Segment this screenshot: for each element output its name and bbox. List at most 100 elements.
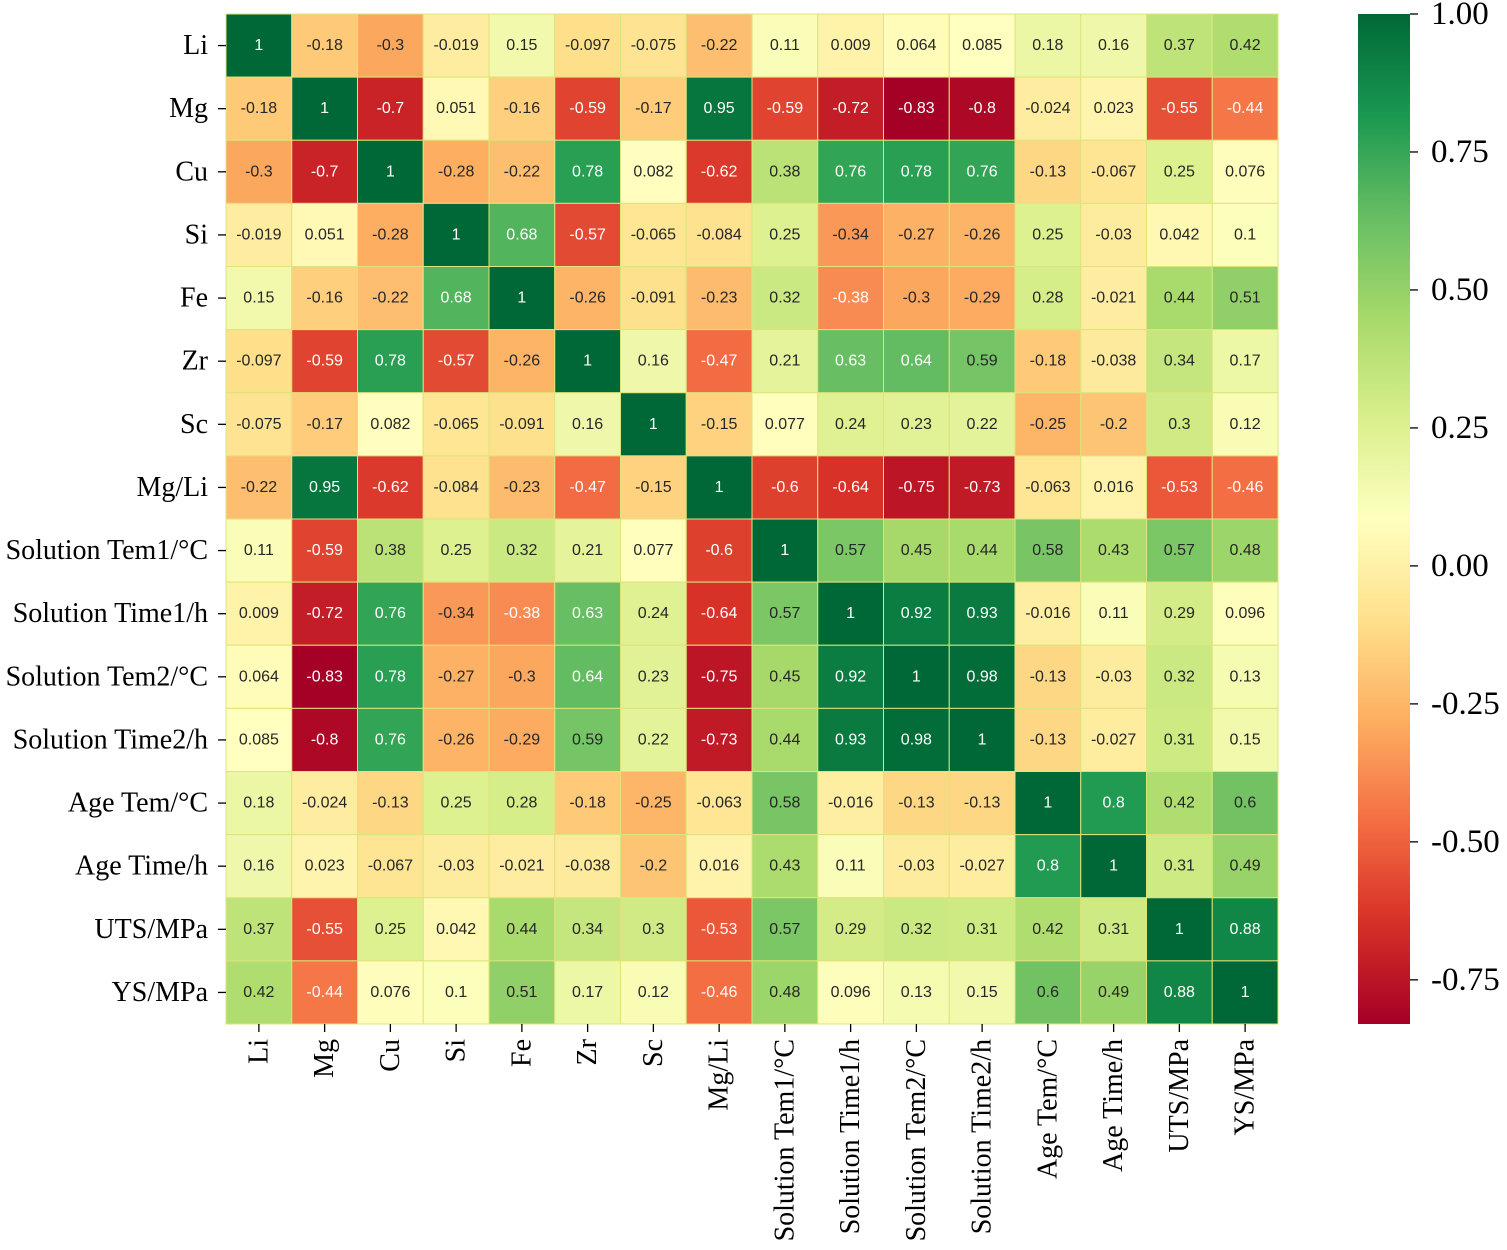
cell-value-label: 0.49 bbox=[1230, 858, 1261, 875]
cell-value-label: 0.6 bbox=[1234, 795, 1256, 812]
cell-value-label: 0.31 bbox=[1164, 858, 1195, 875]
heatmap-cell bbox=[948, 644, 1016, 709]
cell-value-label: 0.3 bbox=[1168, 416, 1190, 433]
cell-value-label: 0.31 bbox=[1098, 921, 1129, 938]
heatmap-cell bbox=[225, 897, 293, 962]
cell-value-label: 0.042 bbox=[436, 921, 476, 938]
cell-value-label: -0.44 bbox=[1227, 100, 1264, 117]
heatmap-cell bbox=[1211, 644, 1279, 709]
heatmap-cell bbox=[883, 266, 950, 331]
heatmap-cell bbox=[554, 13, 621, 78]
heatmap-cell bbox=[1080, 139, 1147, 204]
cell-value-label: 0.38 bbox=[769, 163, 800, 180]
cell-value-label: 0.32 bbox=[901, 921, 932, 938]
heatmap-cell bbox=[225, 392, 293, 457]
cell-value-label: -0.57 bbox=[438, 353, 475, 370]
cell-value-label: 0.082 bbox=[370, 416, 410, 433]
cell-value-label: 0.077 bbox=[633, 542, 673, 559]
cell-value-label: -0.27 bbox=[898, 226, 935, 243]
heatmap-cell bbox=[291, 644, 358, 709]
heatmap-cell bbox=[357, 266, 424, 331]
colorbar-tick-label: 0.25 bbox=[1431, 410, 1489, 446]
heatmap-cell bbox=[817, 13, 884, 78]
heatmap-cell bbox=[620, 329, 687, 394]
cell-value-label: -0.59 bbox=[569, 100, 606, 117]
cell-value-label: 0.1 bbox=[1234, 226, 1256, 243]
heatmap-cell bbox=[1146, 834, 1213, 899]
cell-value-label: 0.93 bbox=[835, 731, 866, 748]
x-axis: Li Mg Cu Si Fe Zr Sc Mg/Li Solution Tem1/°C Solut… bbox=[243, 1024, 1261, 1241]
heatmap-cell bbox=[685, 392, 753, 457]
heatmap-cell bbox=[1014, 202, 1082, 267]
heatmap-cell bbox=[1146, 707, 1213, 772]
cell-value-label: 0.28 bbox=[1032, 290, 1063, 307]
heatmap-cell bbox=[554, 455, 621, 520]
cell-value-label: -0.016 bbox=[828, 795, 873, 812]
cell-value-label: -0.59 bbox=[306, 542, 343, 559]
heatmap-cell bbox=[883, 897, 950, 962]
cell-value-label: 0.32 bbox=[769, 290, 800, 307]
heatmap-cell bbox=[620, 771, 687, 836]
y-tick-label: Solution Tem1/°C bbox=[6, 535, 208, 566]
y-tick-label: Age Tem/°C bbox=[68, 788, 208, 819]
heatmap-cell bbox=[1146, 960, 1213, 1025]
heatmap-cell bbox=[948, 581, 1016, 646]
cell-value-label: 0.023 bbox=[305, 858, 345, 875]
cell-value-label: 0.24 bbox=[638, 605, 669, 622]
heatmap-cell bbox=[1211, 771, 1279, 836]
cell-value-label: 0.076 bbox=[1225, 163, 1265, 180]
colorbar-tick-label: 0.75 bbox=[1431, 134, 1489, 170]
cell-value-label: 0.009 bbox=[831, 37, 871, 54]
cell-value-label: -0.091 bbox=[499, 416, 544, 433]
heatmap-cell bbox=[1080, 392, 1147, 457]
cell-value-label: -0.2 bbox=[640, 858, 668, 875]
cell-value-label: 0.45 bbox=[901, 542, 932, 559]
cell-value-label: -0.16 bbox=[306, 290, 343, 307]
cell-value-label: 0.42 bbox=[1032, 921, 1063, 938]
heatmap-cell bbox=[225, 644, 293, 709]
heatmap-cell bbox=[488, 202, 556, 267]
heatmap-cell bbox=[883, 581, 950, 646]
cell-value-label: -0.18 bbox=[569, 795, 606, 812]
heatmap-cell bbox=[1080, 329, 1147, 394]
heatmap-cell bbox=[422, 13, 490, 78]
cell-value-label: 0.25 bbox=[1164, 163, 1195, 180]
cell-value-label: -0.15 bbox=[635, 479, 672, 496]
heatmap-cell bbox=[1146, 771, 1213, 836]
cell-value-label: -0.62 bbox=[372, 479, 409, 496]
heatmap-cell bbox=[948, 266, 1016, 331]
heatmap-cell bbox=[554, 76, 621, 141]
cell-value-label: -0.64 bbox=[832, 479, 869, 496]
heatmap-cell bbox=[948, 13, 1016, 78]
cell-value-label: -0.13 bbox=[1030, 731, 1067, 748]
cell-value-label: -0.18 bbox=[241, 100, 278, 117]
heatmap-cell bbox=[1211, 707, 1279, 772]
cell-value-label: 0.63 bbox=[572, 605, 603, 622]
y-axis: Li Mg Cu Si Fe Zr Sc Mg/Li Solution Tem1/°C Solut… bbox=[6, 30, 226, 1008]
cell-value-label: -0.016 bbox=[1025, 605, 1070, 622]
cell-value-label: 0.95 bbox=[704, 100, 735, 117]
cell-value-label: 0.076 bbox=[370, 984, 410, 1001]
x-tick-label: Age Time/h bbox=[1098, 1039, 1129, 1172]
heatmap-cell bbox=[620, 202, 687, 267]
cell-value-label: 0.15 bbox=[967, 984, 998, 1001]
cell-value-label: 0.88 bbox=[1230, 921, 1261, 938]
cell-value-label: 0.6 bbox=[1037, 984, 1059, 1001]
cell-value-label: -0.47 bbox=[569, 479, 606, 496]
heatmap-cell bbox=[554, 266, 621, 331]
cell-value-label: 0.016 bbox=[1094, 479, 1134, 496]
cell-value-label: -0.3 bbox=[508, 668, 536, 685]
y-tick-label: Solution Time1/h bbox=[13, 598, 208, 629]
heatmap-cell bbox=[357, 834, 424, 899]
heatmap-cell bbox=[422, 139, 490, 204]
cell-value-label: 0.3 bbox=[642, 921, 664, 938]
cell-value-label: 0.009 bbox=[239, 605, 279, 622]
cell-value-label: 0.51 bbox=[506, 984, 537, 1001]
y-tick-label: Li bbox=[183, 30, 208, 61]
heatmap-cell bbox=[291, 771, 358, 836]
cell-value-label: 0.1 bbox=[445, 984, 467, 1001]
heatmap-cell bbox=[817, 834, 884, 899]
cell-value-label: 0.64 bbox=[572, 668, 603, 685]
heatmap-cell bbox=[291, 897, 358, 962]
cell-value-label: 0.17 bbox=[1230, 353, 1261, 370]
